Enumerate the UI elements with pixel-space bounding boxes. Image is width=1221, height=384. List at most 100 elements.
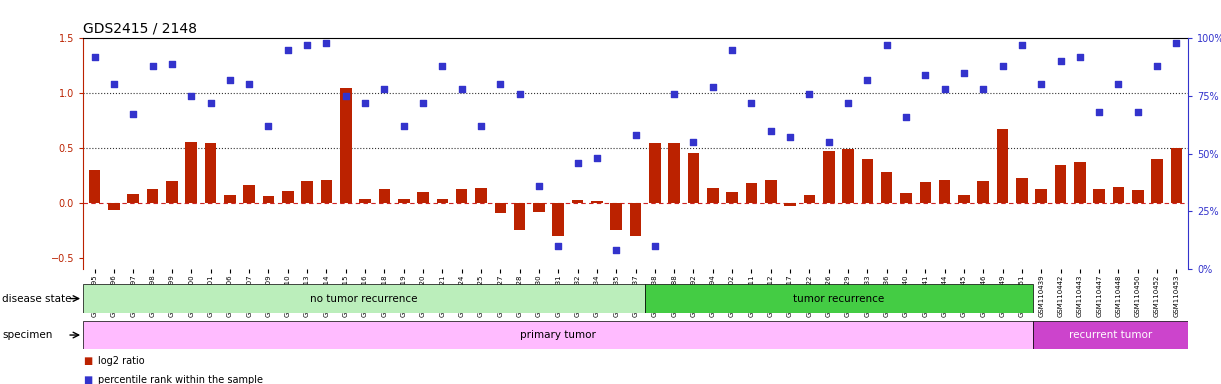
Point [1051, 58, 1071, 65]
Point [607, 247, 626, 253]
Bar [939, 180, 950, 203]
Point [394, 123, 414, 129]
Point [954, 70, 973, 76]
Text: GDS2415 / 2148: GDS2415 / 2148 [83, 22, 197, 36]
Point [355, 100, 375, 106]
Bar [630, 203, 641, 236]
Bar [668, 142, 680, 203]
Point [432, 63, 452, 69]
Point [471, 123, 491, 129]
Bar [552, 203, 564, 236]
Bar [958, 195, 969, 203]
Bar [919, 182, 932, 203]
Bar [746, 183, 757, 203]
Bar [223, 195, 236, 203]
Bar [823, 151, 834, 203]
Bar [127, 194, 139, 203]
Point [123, 111, 143, 118]
Bar [784, 203, 796, 206]
Point [568, 160, 587, 166]
Bar [1171, 148, 1182, 203]
Bar [83, 284, 645, 313]
Bar [166, 181, 178, 203]
Bar [339, 88, 352, 203]
Point [877, 42, 896, 48]
Point [645, 243, 664, 249]
Point [239, 81, 259, 88]
Point [104, 81, 123, 88]
Bar [610, 203, 621, 230]
Text: recurrent tumor: recurrent tumor [1068, 330, 1153, 340]
Bar [147, 189, 159, 203]
Point [1109, 81, 1128, 88]
Point [1167, 40, 1187, 46]
Point [1032, 81, 1051, 88]
Bar [514, 203, 525, 230]
Bar [437, 199, 448, 203]
Point [800, 91, 819, 97]
Point [548, 243, 568, 249]
Bar [359, 199, 371, 203]
Bar [302, 181, 313, 203]
Point [143, 63, 162, 69]
Bar [1151, 159, 1162, 203]
Point [452, 86, 471, 92]
Bar [900, 193, 912, 203]
Point [664, 91, 684, 97]
Point [1128, 109, 1148, 115]
Point [413, 100, 432, 106]
Bar [1112, 187, 1125, 203]
Point [780, 134, 800, 141]
Text: ■: ■ [83, 375, 93, 384]
Bar [880, 172, 893, 203]
Bar [1055, 165, 1066, 203]
Bar [1093, 189, 1105, 203]
Bar [205, 142, 216, 203]
Point [819, 139, 839, 145]
Point [587, 155, 607, 161]
Bar [650, 142, 661, 203]
Bar [862, 159, 873, 203]
Bar [591, 201, 603, 203]
Point [220, 77, 239, 83]
Point [916, 72, 935, 78]
Bar [1074, 162, 1085, 203]
Bar [475, 188, 487, 203]
Bar [571, 200, 584, 203]
Bar [263, 196, 275, 203]
Bar [398, 199, 409, 203]
Point [761, 127, 780, 134]
Point [839, 100, 858, 106]
Point [684, 139, 703, 145]
Point [973, 86, 993, 92]
Text: specimen: specimen [2, 330, 53, 340]
Bar [418, 192, 429, 203]
Bar [495, 203, 505, 213]
Point [510, 91, 530, 97]
Point [896, 114, 916, 120]
Bar [109, 203, 120, 210]
Point [935, 86, 955, 92]
Bar [996, 129, 1009, 203]
Bar [842, 149, 853, 203]
Point [857, 77, 877, 83]
Bar [83, 321, 1033, 349]
Point [1012, 42, 1032, 48]
Bar [726, 192, 737, 203]
Point [162, 61, 182, 67]
Point [529, 183, 548, 189]
Point [316, 40, 336, 46]
Text: percentile rank within the sample: percentile rank within the sample [98, 375, 263, 384]
Bar [243, 185, 255, 203]
Text: tumor recurrence: tumor recurrence [794, 293, 885, 304]
Bar [1035, 189, 1048, 203]
Bar [707, 188, 719, 203]
Point [1148, 63, 1167, 69]
Bar [687, 152, 700, 203]
Point [491, 81, 510, 88]
Bar [455, 189, 468, 203]
Text: log2 ratio: log2 ratio [98, 356, 144, 366]
Bar [1033, 321, 1188, 349]
Point [259, 123, 278, 129]
Bar [1132, 190, 1144, 203]
